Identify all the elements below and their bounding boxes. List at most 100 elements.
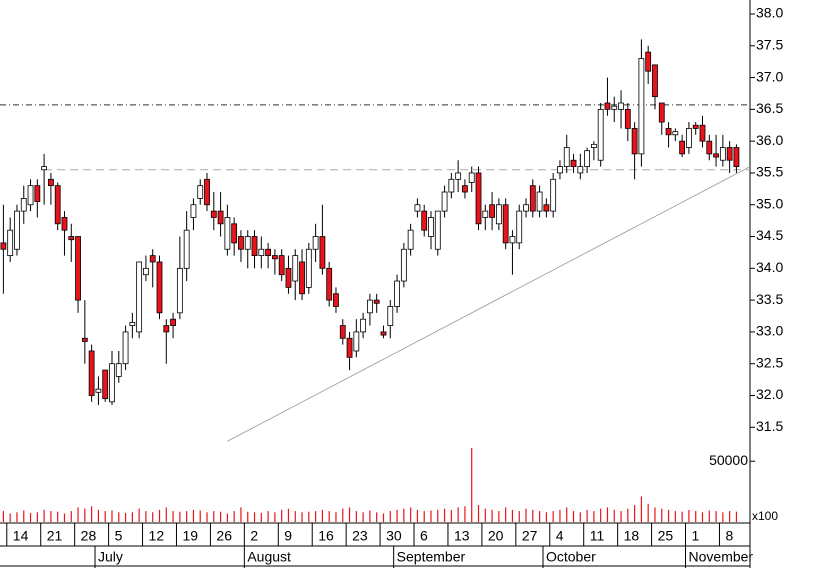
candle-body (129, 321, 136, 326)
candle-body (115, 363, 122, 377)
candle-body (367, 299, 373, 314)
volume-unit: x100 (752, 509, 778, 523)
candle-body (448, 178, 455, 193)
candle-body (631, 128, 638, 155)
candle-body (686, 128, 692, 148)
candle-body (570, 159, 577, 167)
x-tick-label: 21 (47, 528, 63, 544)
candle-body (299, 261, 305, 295)
candle-body (509, 236, 516, 244)
candle-body (81, 337, 88, 342)
candle-body (652, 64, 658, 98)
month-label: August (247, 549, 291, 565)
candle-body (88, 350, 95, 396)
x-tick-label: 25 (658, 528, 674, 544)
x-tick-label: 18 (624, 528, 640, 544)
x-tick-label: 4 (556, 528, 564, 544)
y-tick-label: 34.0 (756, 259, 783, 275)
candle-body (421, 210, 428, 231)
candle-body (14, 210, 20, 250)
candle-body (41, 166, 48, 171)
candle-body (529, 185, 536, 212)
candle-body (495, 204, 502, 225)
candle-body (516, 210, 523, 244)
x-tick-label: 11 (590, 528, 605, 544)
candle-body (143, 267, 149, 276)
candle-body (190, 204, 197, 218)
candle-body (95, 388, 102, 393)
month-label: July (98, 549, 123, 565)
candle-body (258, 248, 265, 257)
x-tick-label: 1 (692, 528, 700, 544)
x-tick-label: 12 (149, 528, 165, 544)
candle-body (109, 363, 115, 403)
candle-body (27, 185, 34, 206)
candle-body (224, 217, 231, 250)
candle-body (333, 293, 339, 307)
candle-body (407, 229, 414, 250)
candle-body (285, 267, 292, 288)
candle-body (550, 178, 557, 212)
candle-body (265, 248, 271, 257)
candle-body (584, 150, 591, 167)
candle-body (557, 166, 563, 174)
candle-body (373, 299, 380, 304)
candle-body (672, 131, 679, 136)
candle-body (0, 242, 7, 250)
candle-body (590, 143, 597, 148)
y-tick-label: 37.0 (756, 68, 783, 84)
x-tick-label: 23 (352, 528, 368, 544)
candle-body (618, 102, 624, 110)
candle-body (441, 191, 448, 212)
candle-body (428, 217, 434, 237)
candle-body (360, 318, 367, 333)
candle-body (170, 318, 176, 326)
candle-body (271, 255, 278, 260)
x-tick-label: 19 (182, 528, 198, 544)
candle-body (523, 204, 529, 212)
candle-body (394, 280, 400, 307)
x-tick-label: 26 (216, 528, 232, 544)
month-label: November (689, 549, 754, 565)
candle-body (482, 210, 489, 218)
y-tick-label: 38.0 (756, 5, 783, 21)
month-label: September (397, 549, 466, 565)
candle-body (217, 210, 224, 225)
candle-body (699, 124, 706, 142)
candle-body (251, 236, 258, 257)
y-tick-label: 35.5 (756, 164, 783, 180)
candle-body (61, 217, 68, 231)
x-tick-label: 2 (250, 528, 258, 544)
candle-body (20, 197, 27, 212)
candle-body (176, 267, 183, 314)
candle-body (326, 267, 333, 301)
candle-body (543, 204, 550, 212)
candle-body (183, 229, 190, 269)
candle-body (563, 147, 570, 167)
candle-body (305, 248, 312, 288)
candle-body (434, 210, 441, 250)
x-tick-label: 9 (284, 528, 292, 544)
candle-body (536, 191, 543, 212)
candle-body (238, 236, 244, 250)
candle-body (122, 331, 129, 365)
candle-body (244, 236, 251, 250)
trend-line (227, 166, 751, 442)
x-tick-label: 30 (386, 528, 402, 544)
candle-body (319, 236, 326, 269)
candle-body (149, 255, 156, 263)
x-tick-label: 20 (488, 528, 504, 544)
candle-body (278, 255, 285, 276)
candle-body (733, 147, 740, 167)
candle-body (489, 204, 495, 218)
candle-body (611, 105, 618, 110)
candle-body (75, 236, 81, 301)
x-tick-label: 28 (81, 528, 97, 544)
candle-body (210, 210, 217, 218)
candle-body (665, 128, 672, 136)
candle-body (102, 369, 109, 400)
candle-body (719, 147, 726, 161)
candle-body (414, 204, 421, 212)
